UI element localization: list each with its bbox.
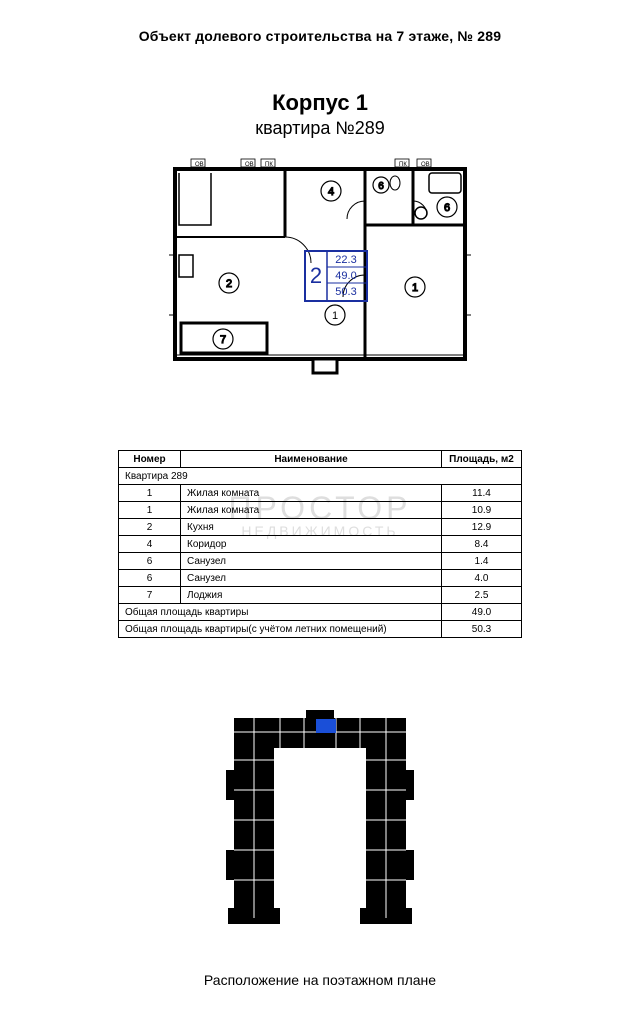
room-label-4: 4 — [321, 181, 341, 201]
building-title-line2: квартира №289 — [0, 118, 640, 139]
col-header-area: Площадь, м2 — [442, 451, 522, 468]
table-row: 7Лоджия2.5 — [119, 587, 522, 604]
footer-title: Расположение на поэтажном плане — [0, 972, 640, 988]
svg-text:22.3: 22.3 — [335, 254, 356, 266]
table-row: 2Кухня12.9 — [119, 519, 522, 536]
room-label-6a: 6 — [373, 177, 389, 193]
table-subheader: Квартира 289 — [119, 468, 522, 485]
svg-text:2: 2 — [226, 278, 232, 290]
table-row: 6Санузел1.4 — [119, 553, 522, 570]
table-row: 1Жилая комната11.4 — [119, 485, 522, 502]
svg-text:50.3: 50.3 — [335, 286, 356, 298]
table-row: 6Санузел4.0 — [119, 570, 522, 587]
svg-text:6: 6 — [444, 202, 450, 214]
building-title-line1: Корпус 1 — [0, 90, 640, 116]
svg-text:1: 1 — [332, 310, 338, 322]
col-header-number: Номер — [119, 451, 181, 468]
room-label-7: 7 — [213, 329, 233, 349]
svg-text:49.0: 49.0 — [335, 270, 356, 282]
svg-text:7: 7 — [220, 334, 226, 346]
col-header-name: Наименование — [181, 451, 442, 468]
table-row: 1Жилая комната10.9 — [119, 502, 522, 519]
rooms-table: Номер Наименование Площадь, м2 Квартира … — [118, 450, 522, 638]
room-label-1: 1 — [405, 277, 425, 297]
room-label-2: 2 — [219, 273, 239, 293]
table-row: 4Коридор8.4 — [119, 536, 522, 553]
table-summary-row: Общая площадь квартиры(с учётом летних п… — [119, 621, 522, 638]
building-title: Корпус 1 квартира №289 — [0, 90, 640, 139]
floor-plan: ОВ ОВ ПК ПК ОВ 1 2 4 6 6 7 — [167, 155, 473, 405]
location-highlight — [316, 719, 336, 733]
svg-text:6: 6 — [378, 181, 384, 192]
svg-text:4: 4 — [328, 186, 334, 198]
svg-text:1: 1 — [412, 282, 418, 294]
plan-top-labels: ОВ ОВ ПК ПК ОВ — [191, 159, 431, 168]
table-summary-row: Общая площадь квартиры49.0 — [119, 604, 522, 621]
plan-summary-box: 2 22.3 49.0 50.3 1 — [305, 251, 367, 325]
page-header: Объект долевого строительства на 7 этаже… — [0, 28, 640, 44]
room-label-6b: 6 — [437, 197, 457, 217]
svg-text:2: 2 — [310, 263, 322, 288]
location-plan — [220, 710, 420, 930]
